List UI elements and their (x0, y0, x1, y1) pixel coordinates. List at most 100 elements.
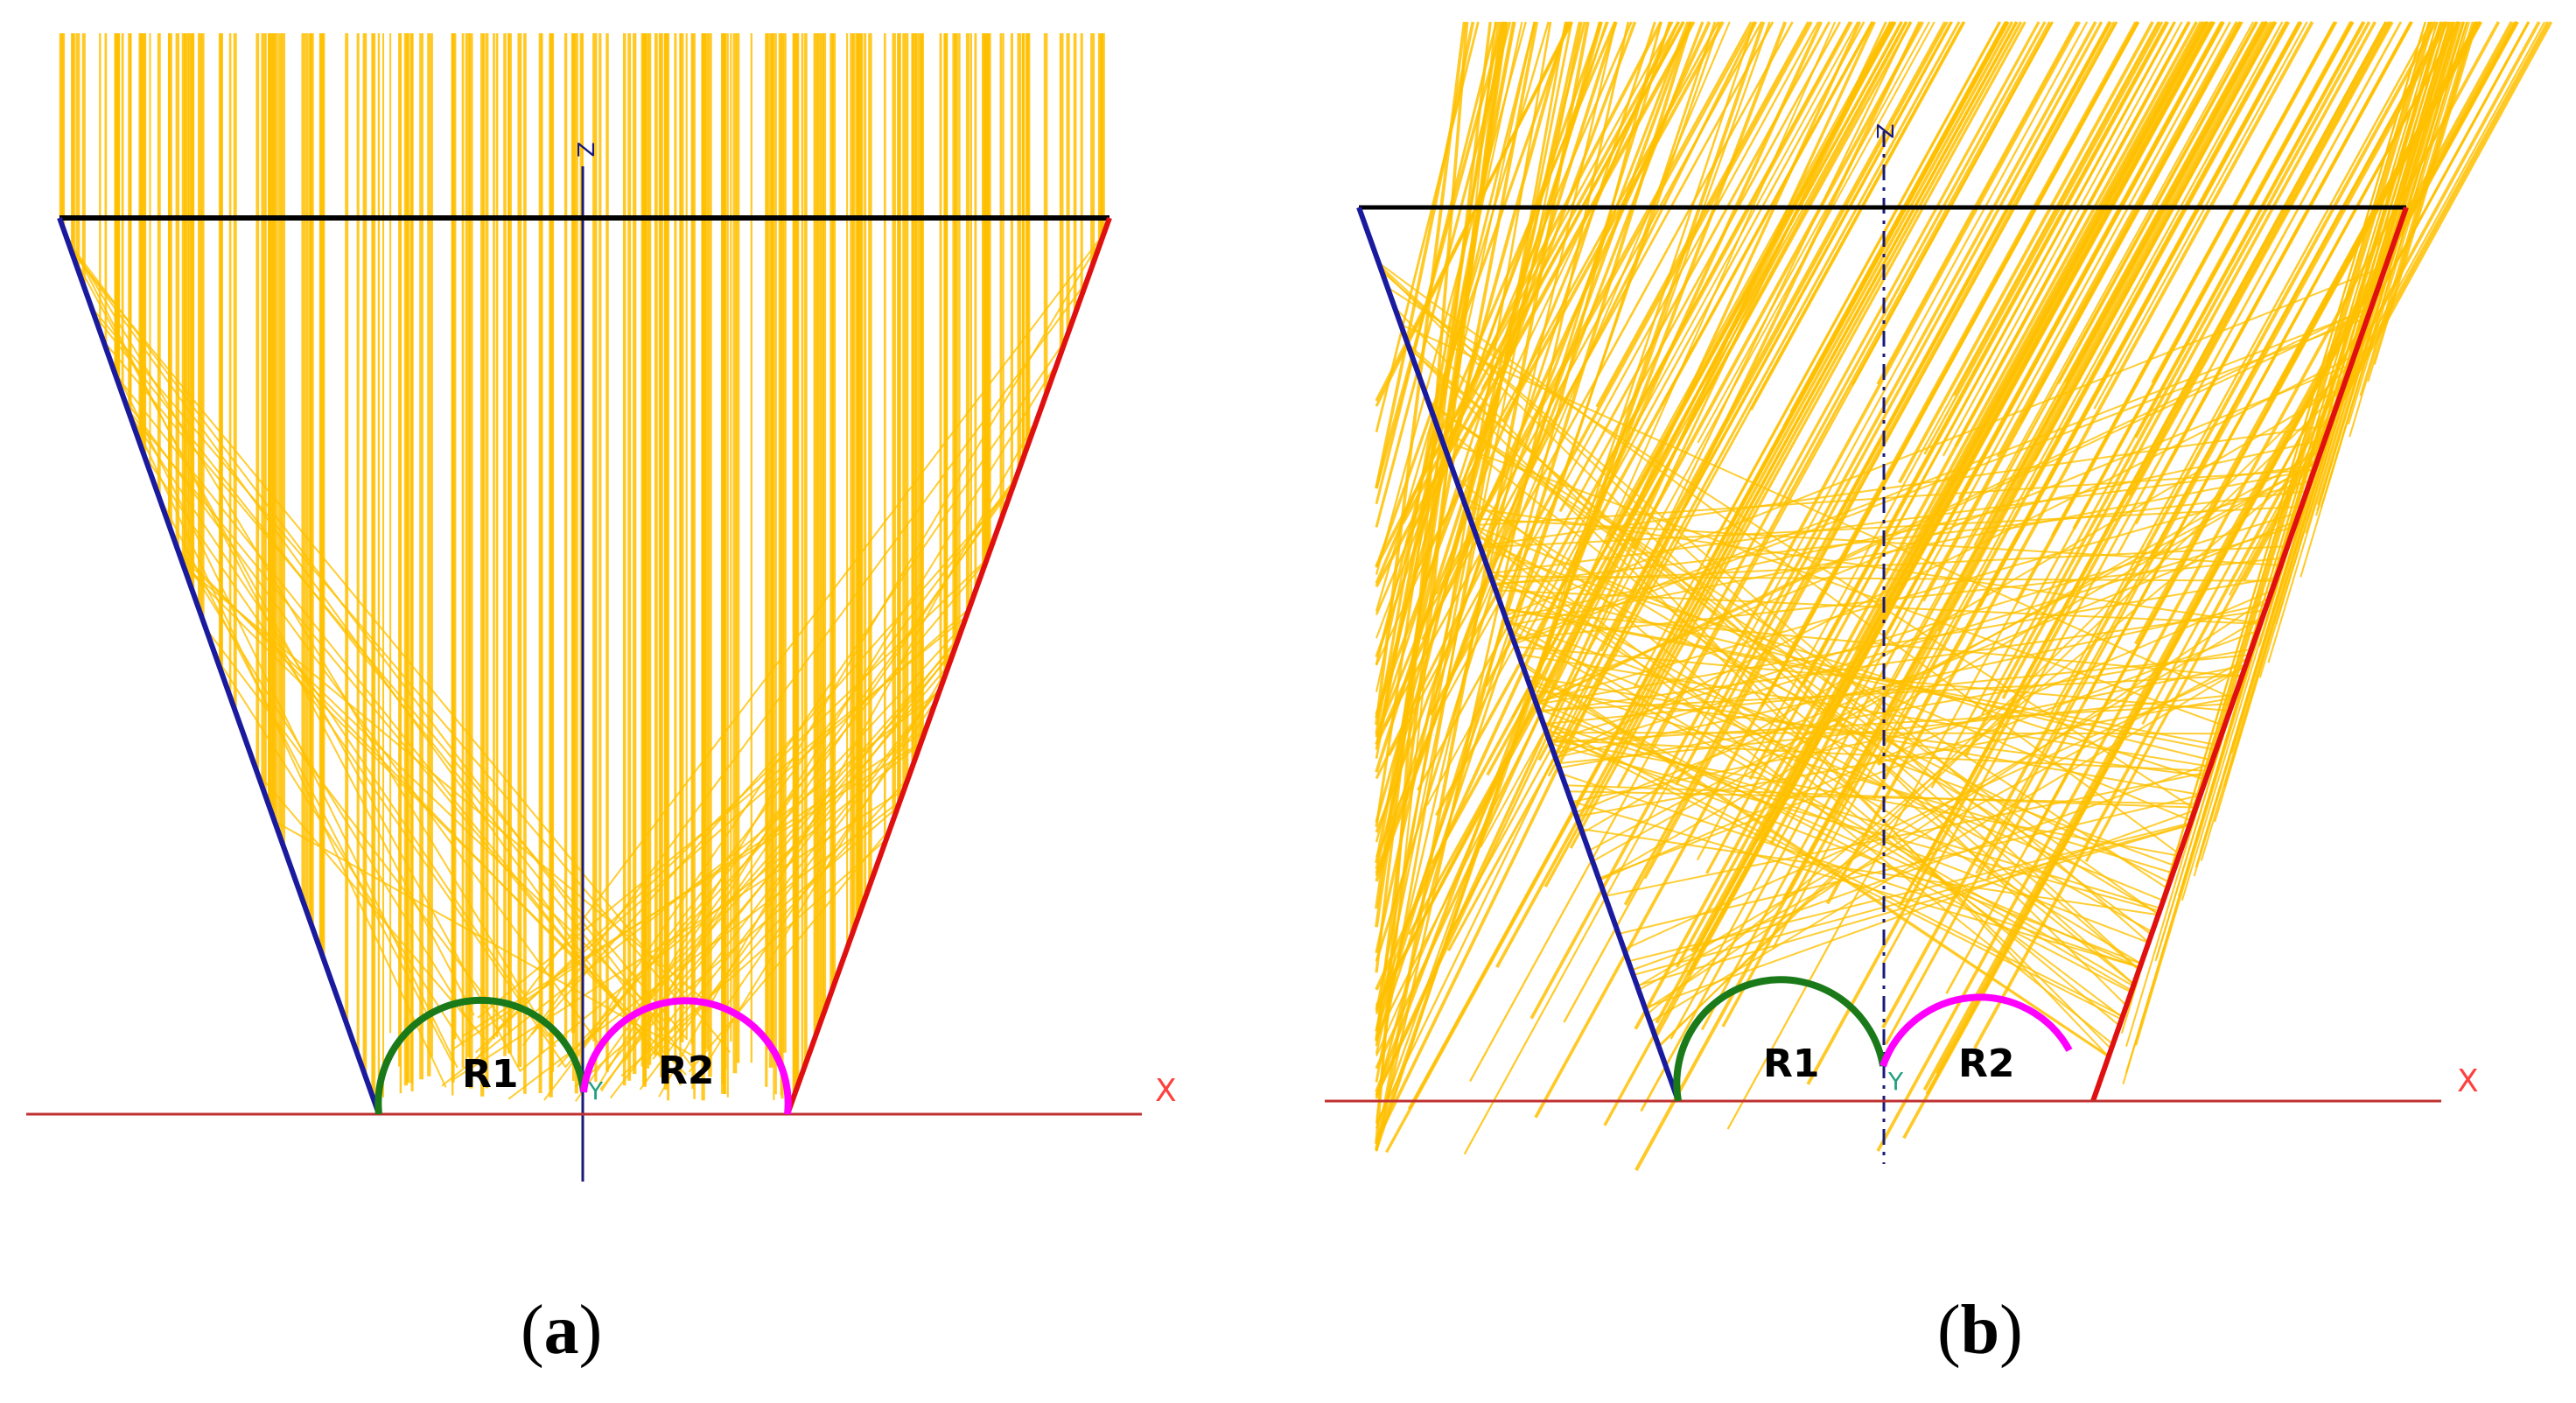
ray (2117, 21, 2412, 556)
ray (1534, 21, 2140, 1119)
ray (1945, 21, 2482, 994)
ray (658, 415, 1040, 1098)
ray (1564, 784, 2196, 809)
ray (2180, 21, 2446, 901)
ray (1606, 21, 1892, 537)
ray (1706, 21, 2001, 554)
ray (688, 828, 892, 1073)
ray (114, 374, 637, 1029)
ray (1536, 577, 2277, 705)
panel-a-caption: (a) (521, 1292, 603, 1369)
ray (1719, 21, 2215, 918)
panel-b-z-label: Z (1871, 123, 1897, 139)
ray (1375, 21, 1480, 433)
ray (1375, 21, 1633, 615)
ray (1580, 828, 2159, 916)
ray (1571, 664, 2246, 803)
ray (1964, 21, 2371, 758)
ray (182, 565, 635, 1017)
ray (1618, 794, 2201, 935)
panel-b-caption-letter: b (1960, 1292, 2000, 1369)
ray (2348, 21, 2475, 438)
ray (1375, 21, 1552, 1047)
ray (2267, 21, 2461, 663)
ray (1375, 21, 1573, 1012)
ray (1513, 307, 2371, 642)
ray (2367, 21, 2477, 382)
ray (1588, 461, 2318, 852)
panel-b: Z X R1 R2 Y (1325, 21, 2553, 1171)
ray (1429, 21, 1813, 716)
panel-a-x-label: X (1155, 1073, 1177, 1109)
ray (1417, 21, 1842, 791)
ray (108, 356, 458, 1069)
ray (1480, 547, 2207, 782)
ray (1378, 264, 2140, 971)
ray (2015, 21, 2336, 602)
ray (1375, 21, 1823, 991)
ray (205, 628, 511, 1031)
ray (1502, 607, 2218, 747)
ray (1920, 21, 2390, 871)
ray (1375, 21, 1788, 1093)
ray (1648, 21, 2051, 749)
ray (1644, 809, 2195, 1009)
ray (1619, 21, 2014, 735)
ray (2064, 21, 2265, 383)
ray (453, 789, 905, 1080)
ray (1472, 523, 2192, 822)
panel-b-right-mirror (2090, 207, 2409, 1102)
ray (1400, 323, 2235, 700)
ray (1679, 21, 2018, 635)
ray (1376, 21, 1837, 1057)
ray (1375, 21, 1755, 1152)
ray (2007, 21, 2268, 492)
ray (2246, 21, 2441, 664)
ray (2326, 21, 2468, 490)
ray (1544, 726, 2123, 1021)
ray (1375, 21, 1690, 833)
ray (1605, 771, 2209, 897)
ray (1387, 286, 2196, 810)
ray (452, 729, 927, 1050)
ray (652, 777, 909, 1060)
ray (1520, 660, 2110, 1057)
ray (65, 235, 556, 1048)
ray (1636, 615, 2264, 988)
ray (1375, 21, 1512, 528)
ray (1536, 310, 2370, 705)
ray (531, 485, 1014, 1035)
ray (1592, 449, 2322, 862)
ray (1404, 21, 1693, 544)
panel-a: Z X R1 R2 Y (26, 33, 1177, 1182)
ray (1438, 21, 1819, 711)
ray (2135, 21, 2413, 525)
ray (1375, 21, 1673, 737)
ray (1633, 21, 1908, 516)
panel-a-receiver-r2 (580, 997, 792, 1115)
ray (1537, 708, 2149, 944)
ray (1530, 21, 2082, 1020)
ray (1996, 21, 2239, 458)
ray (1538, 674, 2243, 712)
ray (1480, 505, 2302, 549)
ray (1598, 629, 2258, 880)
ray (701, 668, 948, 1072)
ray (122, 396, 601, 1047)
ray (2359, 21, 2474, 396)
ray (1690, 21, 2205, 953)
ray (1414, 21, 1755, 638)
ray (1595, 21, 1810, 408)
ray (1623, 21, 2112, 906)
panel-b-receiver-r1 (1673, 976, 1886, 1102)
ray (1466, 506, 2261, 625)
ray (2177, 21, 2432, 864)
ray (72, 254, 521, 1071)
panel-b-r1-label: R1 (1763, 1042, 1820, 1086)
ray (1549, 739, 2209, 772)
ray (475, 558, 988, 1054)
ray (1881, 21, 2403, 965)
ray (2149, 21, 2447, 559)
panel-b-x-label: X (2457, 1063, 2479, 1099)
